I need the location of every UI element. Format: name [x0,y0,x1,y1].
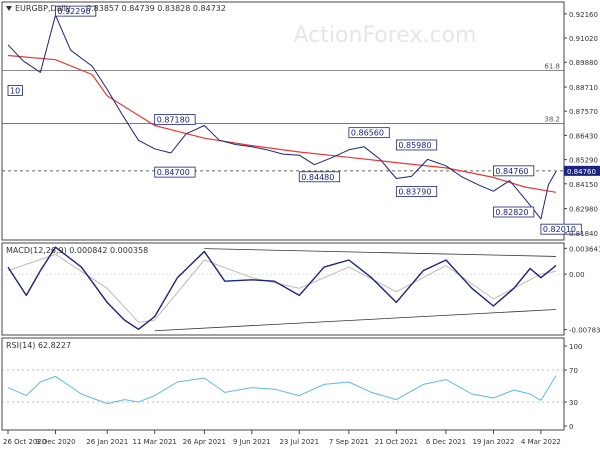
macd-y-tick-label-2: -0.007839 [569,327,600,335]
x-tick-label-4: 26 Apr 2021 [183,438,226,446]
x-tick-label-7: 7 Sep 2021 [329,438,369,446]
price-y-tick-label-9: 0.81840 [569,230,598,238]
annotation-label-3: 0.84480 [301,173,334,182]
annotation-label-8: 0.82820 [495,208,528,217]
annotation-box-3 [298,171,341,183]
rsi-header: RSI(14) 62.8227 [6,341,71,350]
annotation-box-7 [493,165,535,177]
macd-signal-line [7,253,557,323]
price-reference-lines: 61.8 38.2 [2,63,564,172]
price-y-tick-label-3: 0.88710 [569,84,598,92]
annotation-box-8 [493,206,535,218]
annotation-label-5: 0.85980 [398,141,431,150]
rsi-y-tick-label-2: 30 [569,399,578,407]
rsi-y-tick-label-3: 0 [569,423,573,431]
annotation-box-6 [395,186,438,197]
annotation-label-6: 0.83790 [398,187,431,196]
annotation-label-2: 0.84700 [157,168,190,177]
price-y-tick-label-0: 0.92160 [569,11,598,19]
price-line [7,14,557,220]
current-price-box [564,165,600,176]
macd-header: MACD(12,26,9) 0.000842 0.000358 [6,246,148,255]
rsi-y-tick-label-0: 100 [569,343,582,351]
annotation-box-9 [540,223,582,235]
x-tick-label-0: 26 Oct 2020 [3,438,46,446]
macd-series-group [2,246,564,332]
macd-line [7,246,557,330]
ohlc-values: 0.83857 0.84739 0.83828 0.84732 [86,4,226,13]
price-y-tick-label-1: 0.91020 [569,35,598,43]
price-y-tick-label-8: 0.82980 [569,206,598,214]
annotation-label-10: 10 [10,86,20,95]
x-tick-label-6: 23 Jul 2021 [279,438,319,446]
fib-level-label-1: 38.2 [544,116,560,124]
price-panel-frame [1,1,565,241]
current-price-label: 0.84760 [567,168,596,176]
macd-panel-frame [1,242,565,336]
x-tick-label-8: 21 Oct 2021 [375,438,418,446]
x-tick-label-9: 6 Dec 2021 [426,438,466,446]
price-y-tick-label-5: 0.86430 [569,132,598,140]
annotation-box-1 [154,114,196,125]
price-y-axis: 0.92160 0.91020 0.89880 0.88710 0.87570 0.864… [564,11,600,238]
macd-trend-line-0 [204,248,557,257]
watermark: ActionForex.com [294,23,477,48]
annotation-box-0 [55,5,97,17]
macd-y-tick-label-1: 0.00 [569,271,585,279]
price-y-tick-label-6: 0.85290 [569,157,598,165]
macd-y-axis: 0.003641 0.00 -0.007839 [564,245,600,335]
price-header: EURGBP,Daily 0.83857 0.84739 0.83828 0.8… [6,4,226,13]
price-series-group [7,14,557,220]
x-tick-label-3: 11 Mar 2021 [133,438,177,446]
fib-level-label-0: 61.8 [544,63,560,71]
rsi-line [7,375,557,405]
symbol-timeframe: EURGBP,Daily [15,4,71,13]
moving-average-line [7,54,557,193]
annotation-label-7: 0.84760 [495,167,528,176]
price-y-tick-label-7: 0.84150 [569,181,598,189]
x-tick-label-5: 9 Jun 2021 [233,438,271,446]
annotation-label-1: 0.87180 [157,116,190,125]
rsi-series-group [2,369,564,405]
panel-menu-triangle-icon[interactable] [6,6,12,11]
annotation-label-4: 0.86560 [351,129,384,138]
annotation-label-0: 0.92290 [57,7,90,16]
rsi-y-axis: 100 70 30 0 [564,343,582,431]
annotation-label-9: 0.82010 [543,225,576,234]
price-annotations: 0.92290 0.87180 0.84700 0.84480 0.86560 0.859… [7,5,582,235]
annotation-box-5 [395,139,438,151]
x-tick-label-11: 4 Mar 2022 [521,438,561,446]
annotation-box-4 [348,127,390,139]
rsi-y-tick-label-1: 70 [569,367,578,375]
price-y-tick-label-2: 0.89880 [569,59,598,67]
macd-y-tick-label-0: 0.003641 [569,245,600,253]
x-tick-label-1: 9 Dec 2020 [35,438,75,446]
rsi-panel-frame [1,337,565,431]
price-y-tick-label-4: 0.87570 [569,108,598,116]
macd-trend-line-1 [154,309,557,332]
x-tick-label-10: 19 Jan 2022 [472,438,514,446]
annotation-box-2 [154,166,196,178]
annotation-box-10 [7,85,23,96]
x-tick-label-2: 26 Jan 2021 [86,438,128,446]
